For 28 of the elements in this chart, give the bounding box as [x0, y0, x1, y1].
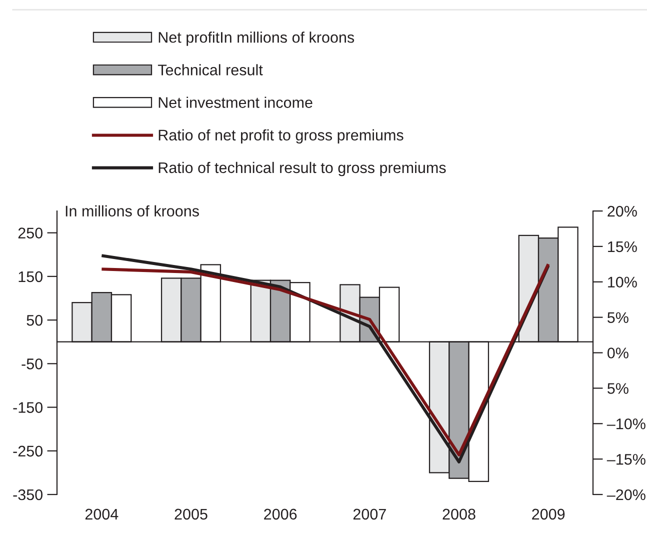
legend-label: Ratio of net profit to gross premiums [158, 129, 404, 144]
y-tick-label: 50 [26, 314, 43, 326]
y-tick-label: -150 [13, 402, 43, 413]
y-tick-label: -250 [13, 446, 43, 457]
y2-tick-label: 10% [608, 276, 637, 288]
y2-tick-label: –10% [606, 418, 646, 430]
y-tick-label: 150 [18, 271, 43, 282]
x-tick-label: 2008 [442, 508, 476, 520]
x-tick-label: 2005 [174, 508, 208, 520]
legend-label: Technical result [158, 64, 263, 76]
y2-tick-label: 5% [608, 312, 628, 323]
y2-tick-label: 15% [608, 241, 637, 252]
y-axis-title: In millions of kroons [66, 205, 199, 217]
y2-tick-label: 0% [607, 348, 628, 358]
y-tick-label: -350 [13, 489, 43, 500]
y2-tick-label: –15% [606, 454, 646, 465]
x-tick-label: 2004 [85, 508, 118, 520]
y-tick-label: -50 [22, 358, 43, 370]
y2-tick-label: –20% [606, 489, 646, 500]
x-tick-label: 2006 [264, 508, 297, 520]
x-tick-label: 2009 [532, 508, 565, 520]
y-tick-label: 250 [18, 228, 43, 238]
legend-label: Net investment income [158, 96, 312, 108]
y2-tick-label: 5% [608, 383, 628, 394]
y2-tick-label: 20% [608, 206, 637, 217]
legend-label: Net profitIn millions of kroons [158, 32, 354, 46]
x-tick-label: 2007 [353, 508, 386, 520]
legend-label: Ratio of technical result to gross premiums [158, 162, 446, 176]
